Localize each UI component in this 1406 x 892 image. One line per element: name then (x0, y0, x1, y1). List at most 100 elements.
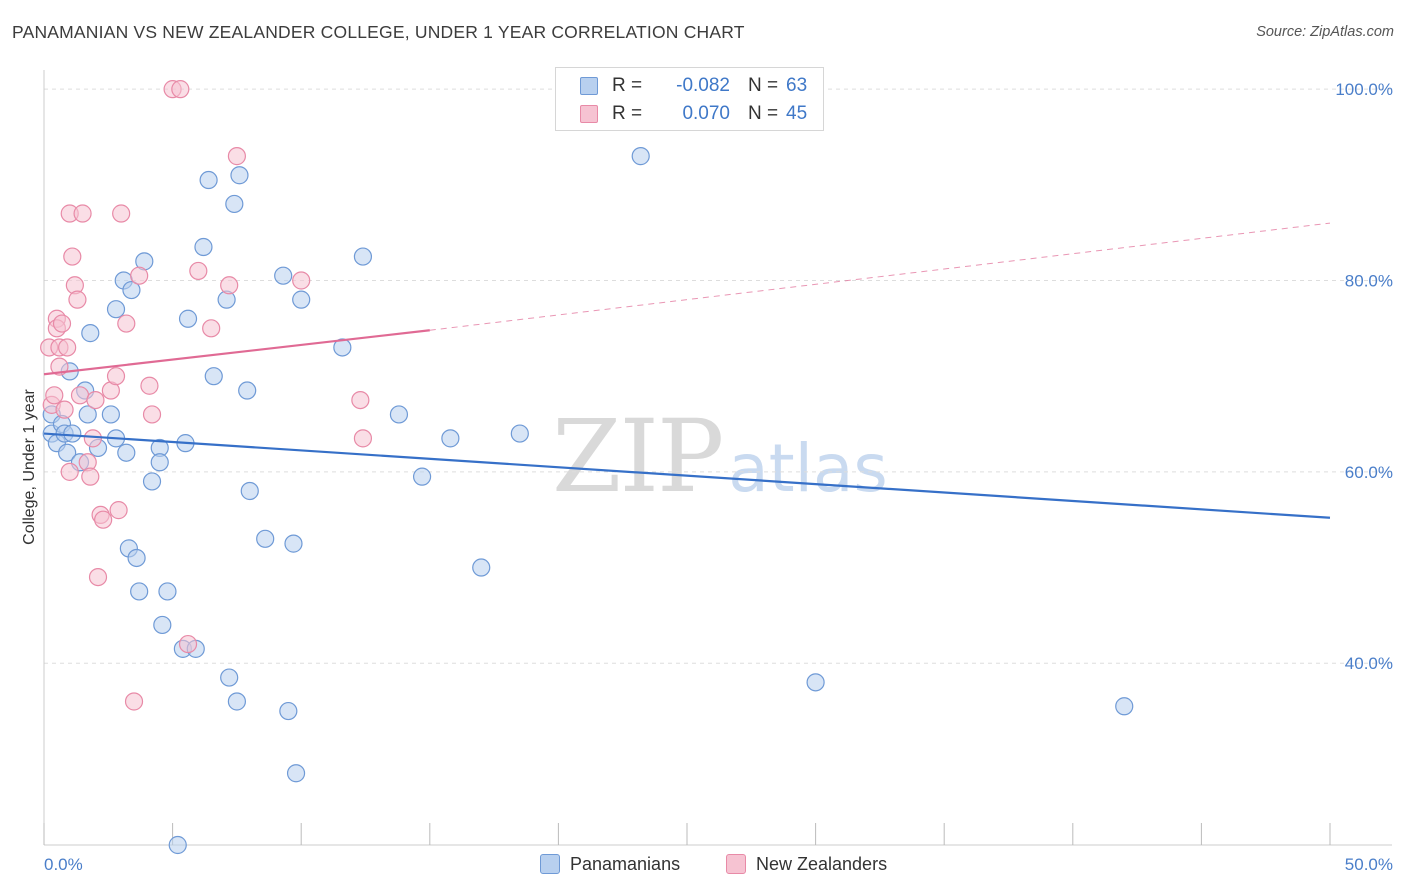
panamanian-point (106, 300, 126, 319)
panamanian-point (806, 673, 825, 692)
new-zealander-point (55, 400, 74, 419)
panamanian-point (101, 405, 120, 424)
panamanian-point (274, 266, 293, 285)
chart-title: PANAMANIAN VS NEW ZEALANDER COLLEGE, UND… (12, 22, 745, 42)
new-zealander-point (94, 510, 113, 529)
x-tick-label: 0.0% (44, 855, 83, 874)
panamanian-point (412, 467, 432, 486)
panamanian-point (117, 443, 136, 462)
new-zealander-point (70, 386, 90, 405)
panamanian-point (225, 194, 244, 214)
new-zealander-point (117, 314, 136, 333)
new-zealander-point (88, 567, 108, 587)
new-zealander-point (109, 501, 128, 520)
legend-r-label: R = (612, 75, 643, 96)
bottom-legend-label: Panamanians (570, 853, 681, 874)
new-zealander-point (73, 204, 92, 223)
panamanian-point (63, 424, 82, 443)
new-zealander-point (45, 386, 64, 405)
legend-r-value: 0.070 (682, 103, 730, 124)
new-zealander-point (171, 80, 190, 99)
new-zealander-point (86, 390, 105, 410)
bottom-swatch-blue (540, 854, 560, 874)
y-axis-label: College, Under 1 year (21, 389, 38, 545)
x-tick-label: 50.0% (1345, 855, 1393, 874)
new-zealander-point (58, 338, 77, 357)
new-zealander-point (124, 692, 144, 711)
panamanian-point (631, 147, 650, 166)
legend-n-value: 45 (786, 103, 808, 124)
new-zealander-trend-line (43, 329, 430, 376)
panamanian-point (153, 615, 172, 635)
panamanian-point (81, 324, 100, 343)
panamanian-point (178, 309, 198, 328)
new-zealander-point (227, 147, 246, 166)
panamanian-point (284, 534, 303, 553)
panamanian-point (230, 166, 249, 185)
panamanian-point (238, 381, 257, 400)
panamanian-point (472, 558, 491, 577)
new-zealander-point (130, 266, 149, 285)
panamanian-point (333, 338, 352, 357)
new-zealander-point (106, 367, 126, 386)
new-zealander-point (353, 429, 373, 448)
panamanian-point (150, 453, 169, 472)
correlation-legend: R = -0.082 N = 63 R = 0.070 N = 45 (555, 67, 824, 131)
legend-r-value: -0.082 (676, 75, 730, 96)
panamanian-point (1115, 697, 1134, 716)
legend-swatch-blue (580, 77, 598, 95)
new-zealander-point (351, 390, 370, 410)
panamanian-point (389, 405, 409, 424)
panamanian-point (58, 443, 77, 462)
new-zealander-point (68, 290, 87, 309)
panamanian-point (227, 692, 246, 711)
new-zealander-point (140, 376, 159, 395)
panamanian-point (204, 367, 223, 386)
legend-n-value: 63 (786, 75, 808, 96)
watermark: ZIPatlas (552, 398, 888, 515)
panamanian-point (220, 668, 239, 687)
legend-n-label: N = (748, 75, 779, 96)
panamanian-point (279, 701, 298, 721)
new-zealander-point (52, 314, 72, 333)
panamanian-trend-line (43, 432, 1331, 519)
panamanian-point (256, 529, 275, 548)
new-zealander-point (63, 247, 82, 266)
new-zealander-point (292, 271, 311, 290)
legend-row-new-zealanders: R = 0.070 N = 45 (580, 102, 807, 126)
panamanian-point (240, 481, 259, 501)
new-zealander-point (202, 319, 221, 338)
panamanian-point (78, 405, 97, 424)
panamanian-point (286, 764, 306, 783)
bottom-swatch-pink (726, 854, 746, 874)
bottom-legend-new-zealanders: New Zealanders (726, 852, 887, 876)
legend-row-panamanians: R = -0.082 N = 63 (580, 74, 807, 98)
new-zealander-point (50, 357, 69, 376)
new-zealander-point (178, 634, 198, 654)
new-zealander-point (83, 429, 102, 448)
panamanian-point (127, 548, 146, 568)
panamanian-point (441, 429, 460, 448)
new-zealander-trend-extension (429, 222, 1331, 331)
source-credit: Source: ZipAtlas.com (1256, 24, 1394, 40)
new-zealander-point (220, 276, 239, 295)
legend-swatch-pink (580, 105, 598, 123)
y-tick-label: 100.0% (1335, 80, 1393, 99)
panamanian-point (510, 424, 529, 443)
y-tick-label: 60.0% (1345, 463, 1393, 482)
panamanian-point (142, 472, 162, 491)
legend-n-label: N = (748, 103, 779, 124)
new-zealander-point (142, 405, 162, 424)
panamanian-point (122, 280, 141, 300)
new-zealander-point (189, 261, 208, 281)
panamanian-point (130, 582, 149, 601)
watermark-zip: ZIP (552, 398, 724, 515)
panamanian-point (292, 290, 311, 309)
new-zealander-point (81, 467, 100, 486)
new-zealander-point (112, 204, 131, 223)
new-zealander-point (60, 462, 79, 481)
panamanian-point (199, 170, 218, 190)
panamanian-point (168, 835, 187, 855)
y-tick-label: 40.0% (1345, 654, 1393, 673)
